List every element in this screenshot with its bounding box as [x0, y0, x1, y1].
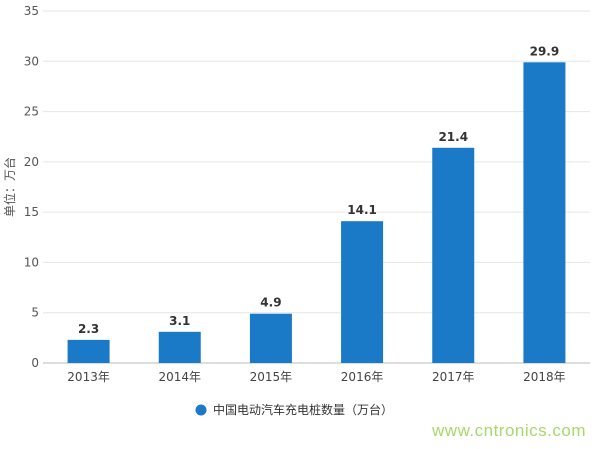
data-label: 3.1	[169, 314, 190, 328]
y-tick-label: 25	[24, 105, 39, 119]
legend-label[interactable]: 中国电动汽车充电桩数量（万台）	[213, 402, 393, 417]
y-axis-title: 单位：万台	[2, 157, 17, 217]
data-label: 4.9	[260, 296, 281, 310]
bar[interactable]	[249, 313, 292, 363]
y-tick-label: 20	[24, 155, 39, 169]
y-tick-label: 15	[24, 205, 39, 219]
data-label: 14.1	[347, 203, 377, 217]
x-tick-label: 2016年	[341, 370, 384, 384]
watermark-text: www.cntronics.com	[432, 421, 586, 440]
bar[interactable]	[67, 339, 110, 363]
bars	[67, 62, 566, 363]
axes: 0 5 10 15 20 25 30 35 2013年 2014年 2015年 2016年 2017年 2…	[24, 4, 566, 384]
x-tick-label: 2013年	[67, 370, 110, 384]
bar[interactable]	[432, 147, 475, 363]
y-tick-label: 10	[24, 255, 39, 269]
bar[interactable]	[158, 331, 201, 363]
data-label: 29.9	[530, 44, 560, 58]
legend: 中国电动汽车充电桩数量（万台）	[195, 402, 393, 417]
legend-marker[interactable]	[195, 404, 207, 416]
data-label: 2.3	[78, 322, 99, 336]
bar[interactable]	[523, 62, 566, 363]
y-tick-label: 35	[24, 4, 39, 18]
y-tick-label: 0	[31, 356, 39, 370]
x-tick-label: 2018年	[523, 370, 566, 384]
x-tick-label: 2015年	[250, 370, 293, 384]
x-tick-label: 2014年	[158, 370, 201, 384]
data-labels: 2.3 3.1 4.9 14.1 21.4 29.9	[78, 44, 559, 336]
bar[interactable]	[341, 221, 384, 363]
gridlines	[43, 10, 590, 364]
data-label: 21.4	[438, 130, 468, 144]
y-tick-label: 5	[31, 306, 39, 320]
x-tick-label: 2017年	[432, 370, 475, 384]
y-tick-label: 30	[24, 54, 39, 68]
